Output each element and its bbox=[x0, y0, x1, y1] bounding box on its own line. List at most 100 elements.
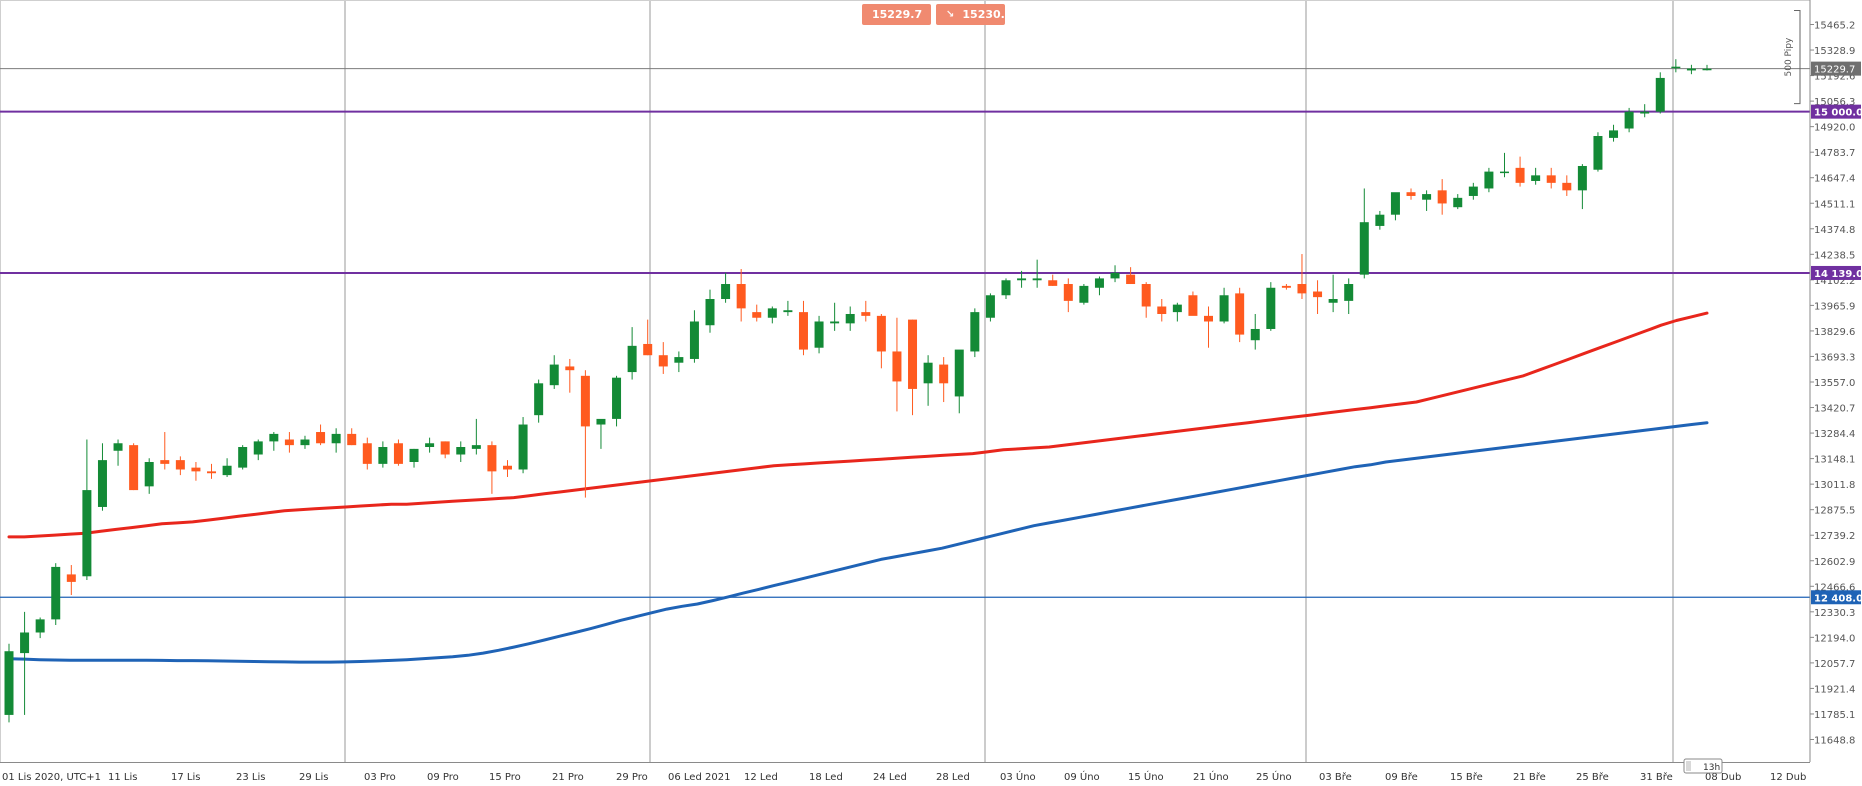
candle-body bbox=[674, 357, 684, 363]
candlestick bbox=[1188, 291, 1198, 316]
candlestick bbox=[1437, 179, 1447, 215]
y-tick-label: 12602.9 bbox=[1814, 557, 1855, 568]
candle-body bbox=[767, 308, 777, 318]
price-level-label: 15 000.0 bbox=[1814, 108, 1862, 119]
candle-body bbox=[580, 375, 590, 427]
candlestick bbox=[1515, 156, 1525, 187]
candle-body bbox=[160, 460, 170, 464]
candlestick bbox=[1468, 182, 1478, 200]
y-tick-label: 11785.1 bbox=[1814, 710, 1855, 721]
x-tick-label: 24 Led bbox=[873, 772, 907, 783]
candlestick bbox=[1609, 124, 1619, 142]
candlestick bbox=[1453, 194, 1463, 210]
price-level-badge[interactable] bbox=[1811, 265, 1861, 280]
candlestick bbox=[767, 306, 777, 324]
x-tick-label: 31 Bře bbox=[1640, 771, 1673, 783]
x-tick-label: 17 Lis bbox=[171, 772, 200, 783]
candle-body bbox=[1048, 280, 1058, 286]
candle-body bbox=[752, 312, 762, 318]
candlestick bbox=[1172, 302, 1182, 322]
candle-body bbox=[409, 448, 419, 462]
candle-body bbox=[1499, 171, 1509, 174]
candlestick bbox=[970, 308, 980, 358]
x-tick-label: 29 Pro bbox=[616, 772, 648, 783]
candle-body bbox=[845, 313, 855, 324]
timeframe-box[interactable] bbox=[1683, 758, 1723, 774]
candle-body bbox=[1017, 278, 1027, 281]
y-tick-label: 13557.0 bbox=[1814, 378, 1855, 389]
x-tick-label: 09 Úno bbox=[1064, 770, 1100, 783]
candlestick bbox=[97, 443, 107, 511]
candlestick bbox=[1344, 278, 1354, 314]
y-tick-label: 12330.3 bbox=[1814, 608, 1855, 619]
candle-body bbox=[908, 319, 918, 389]
x-tick-label: 11 Lis bbox=[108, 772, 137, 783]
buy-price-button[interactable]: ↘ 15230.5 bbox=[936, 4, 1013, 25]
candlestick bbox=[393, 439, 403, 466]
candle-body bbox=[1531, 175, 1541, 181]
candlestick bbox=[347, 428, 357, 446]
sell-price-button[interactable]: 15229.7 ↘ bbox=[862, 4, 939, 25]
x-tick-label: 21 Bře bbox=[1513, 771, 1546, 783]
candle-body bbox=[347, 433, 357, 446]
candle-body bbox=[1593, 136, 1603, 170]
candlestick bbox=[1624, 107, 1634, 133]
x-tick-label: 15 Pro bbox=[489, 772, 521, 783]
x-tick-label: 03 Úno bbox=[1000, 770, 1036, 783]
candlestick bbox=[939, 357, 949, 403]
candlestick bbox=[580, 370, 590, 498]
candle-body bbox=[1437, 190, 1447, 204]
candle-body bbox=[456, 447, 466, 455]
candlestick bbox=[643, 319, 653, 356]
candle-body bbox=[1281, 285, 1291, 288]
current-price-badge bbox=[1811, 61, 1861, 76]
candlestick bbox=[814, 315, 824, 354]
y-tick-label: 13420.7 bbox=[1814, 404, 1855, 415]
candle-body bbox=[175, 460, 185, 470]
y-tick-label: 14783.7 bbox=[1814, 148, 1855, 159]
candle-body bbox=[316, 432, 326, 444]
timeframe-grip bbox=[1686, 761, 1691, 771]
candlestick bbox=[456, 441, 466, 462]
candlestick bbox=[129, 443, 139, 491]
candlestick bbox=[1702, 64, 1712, 71]
price-level-badge[interactable] bbox=[1811, 104, 1861, 119]
candlestick bbox=[1110, 265, 1120, 283]
candle-body bbox=[238, 447, 248, 468]
candlestick bbox=[1157, 299, 1167, 322]
candle-body bbox=[4, 651, 14, 715]
candle-body bbox=[596, 418, 606, 425]
candle-body bbox=[1157, 306, 1167, 314]
candle-body bbox=[269, 433, 279, 442]
candle-body bbox=[393, 443, 403, 464]
candle-body bbox=[113, 443, 123, 451]
candle-body bbox=[939, 364, 949, 384]
candlestick bbox=[1562, 175, 1572, 196]
arrow-down-right-icon: ↘ bbox=[930, 9, 939, 20]
candlestick bbox=[207, 463, 217, 479]
candlestick bbox=[549, 355, 559, 389]
candle-body bbox=[1094, 278, 1104, 288]
y-tick-label: 14647.4 bbox=[1814, 174, 1855, 185]
candle-body bbox=[207, 471, 217, 474]
candlestick bbox=[284, 432, 294, 453]
y-tick-label: 12875.5 bbox=[1814, 506, 1855, 517]
candlestick bbox=[1375, 210, 1385, 230]
price-level-badge[interactable] bbox=[1811, 590, 1861, 605]
candle-body bbox=[1219, 295, 1229, 322]
candle-body bbox=[861, 312, 871, 316]
timeframe-indicator[interactable]: 13h bbox=[1683, 758, 1723, 774]
candle-body bbox=[1577, 165, 1587, 191]
candle-body bbox=[253, 441, 263, 455]
candle-body bbox=[129, 445, 139, 491]
candlestick bbox=[1219, 287, 1229, 324]
x-tick-label: 15 Bře bbox=[1450, 771, 1483, 783]
candlestick bbox=[1640, 104, 1650, 118]
candlestick bbox=[20, 611, 30, 715]
candlestick bbox=[331, 428, 341, 453]
y-tick-label: 14920.0 bbox=[1814, 123, 1855, 134]
candlestick bbox=[1499, 152, 1509, 178]
candlestick bbox=[160, 432, 170, 470]
